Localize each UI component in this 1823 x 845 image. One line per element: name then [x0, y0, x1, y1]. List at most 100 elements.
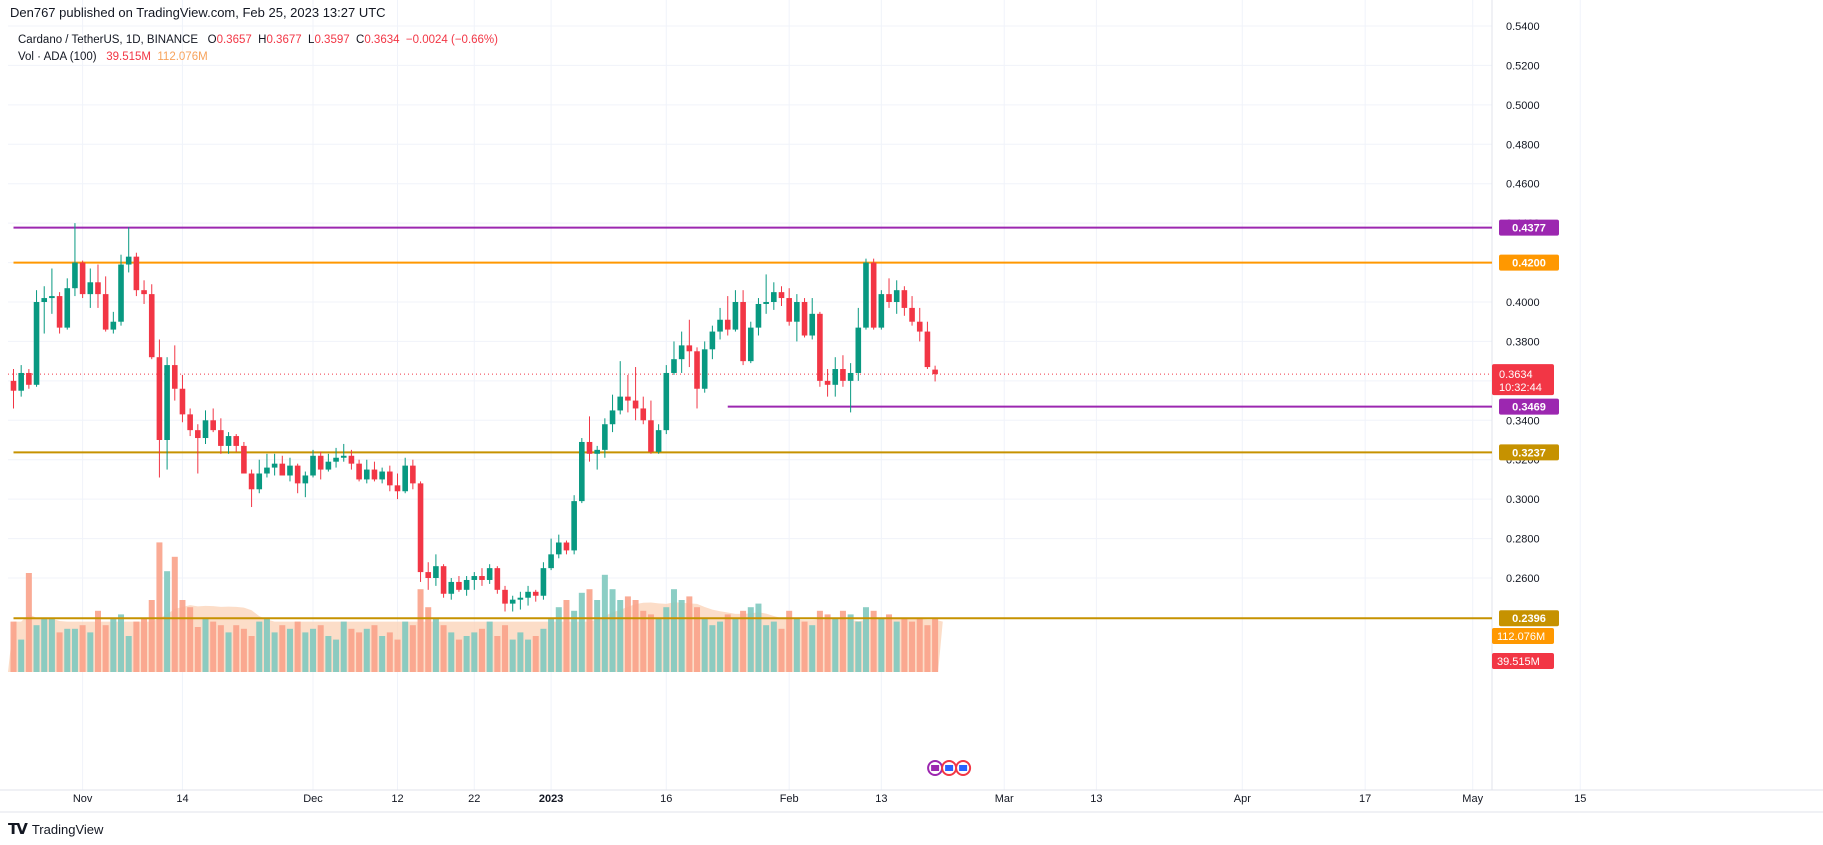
close-value: 0.3634 [364, 34, 400, 46]
time-axis[interactable]: Nov 14 Dec 12 22 2023 16 Feb 13 Mar 13 Apr 17 May 15 [73, 793, 1587, 805]
candle-body [893, 290, 900, 302]
candle [340, 443, 347, 462]
candle [387, 465, 393, 492]
volume-bar [41, 618, 48, 672]
volume-bar [548, 618, 555, 672]
candle [264, 453, 270, 478]
symbol-name[interactable]: Cardano / TetherUS, 1D, BINANCE [18, 34, 199, 46]
candle [310, 449, 316, 478]
event-flag-icon[interactable] [941, 760, 958, 776]
candle-body [755, 303, 762, 328]
x-tick-label: 12 [391, 793, 403, 805]
volume-bar [187, 607, 194, 672]
candle [10, 369, 17, 409]
candle [379, 467, 385, 484]
low-label: L [308, 34, 315, 46]
volume-bar [624, 596, 631, 672]
price-axis[interactable]: 0.54000.52000.50000.48000.46000.44000.42… [1506, 21, 1540, 585]
volume-bar [64, 628, 71, 672]
candle [709, 325, 716, 360]
event-glyph [945, 765, 954, 771]
y-tick-label: 0.3400 [1506, 415, 1540, 427]
candle-body [586, 441, 593, 454]
volume-bar [71, 628, 78, 672]
candle-body [410, 465, 416, 484]
volume-bar [878, 618, 885, 672]
candle-body [502, 589, 508, 604]
candle [33, 290, 40, 387]
candle [525, 585, 531, 606]
candle [840, 355, 846, 387]
candle-body [717, 319, 723, 332]
candle [479, 568, 485, 586]
volume-bar [601, 574, 608, 672]
candle-body [49, 296, 55, 299]
level-price-label: 0.4377 [1499, 219, 1559, 236]
open-label: O [207, 34, 217, 46]
candle-body [64, 288, 71, 328]
volume-bar [770, 621, 777, 672]
candle [302, 471, 309, 498]
event-flag-icon[interactable] [955, 760, 972, 776]
x-tick-label: 13 [1090, 793, 1102, 805]
volume-bar [709, 625, 716, 672]
candle [678, 331, 685, 373]
volume-bar [932, 618, 939, 672]
candle-body [148, 294, 155, 358]
candle [363, 459, 370, 484]
candle-body [479, 576, 485, 580]
volume-bar [502, 625, 509, 672]
volume-bar [717, 621, 724, 672]
level-price-label: 0.3237 [1499, 444, 1559, 461]
candle-body [701, 349, 708, 389]
candle-body [778, 292, 785, 299]
candle [125, 227, 132, 273]
volume-bar [348, 628, 355, 672]
candle-body [102, 294, 109, 330]
x-tick-label: Feb [780, 793, 799, 805]
level-label-text: 0.4377 [1512, 223, 1546, 235]
volume-bar [540, 628, 547, 672]
candle [171, 345, 178, 401]
volume-indicator-name[interactable]: Vol · ADA (100) [18, 51, 97, 63]
volume-bar [670, 589, 677, 672]
candle [187, 408, 193, 437]
candle [18, 365, 24, 397]
candle-body [694, 351, 700, 389]
candle-body [256, 473, 263, 490]
candle-body [671, 359, 677, 373]
volume-bar [425, 607, 432, 672]
candle [932, 365, 938, 382]
volume-bar [509, 639, 516, 672]
level-label-text: 0.3469 [1512, 402, 1546, 414]
candle [586, 416, 593, 462]
candle-body [648, 420, 654, 452]
volume-bar [333, 639, 340, 672]
volume-bar [571, 610, 578, 672]
volume-bar [555, 607, 562, 672]
event-flash-icon[interactable] [927, 760, 944, 776]
volume-bar [210, 621, 217, 672]
tradingview-logo-icon: 𝗧𝗩 [8, 821, 28, 838]
candle-body [740, 302, 746, 362]
close-label: C [356, 34, 365, 46]
candle-body [87, 282, 94, 295]
candle [256, 459, 263, 494]
candle [663, 365, 670, 435]
volume-bar [694, 607, 701, 672]
volume-bar [87, 632, 94, 672]
volume-bar [217, 625, 224, 672]
candle [325, 453, 332, 472]
volume-bar [417, 589, 424, 672]
candle-body [125, 256, 132, 265]
candle-body [133, 256, 140, 291]
candle [686, 319, 693, 368]
volume-bar [432, 618, 439, 672]
event-icons[interactable] [927, 760, 972, 776]
footer-branding[interactable]: 𝗧𝗩 TradingView [8, 820, 103, 838]
volume-bar [640, 610, 647, 672]
volume-bar [141, 618, 148, 672]
horizontal-levels[interactable] [8, 226, 1492, 620]
volume-bar [747, 607, 754, 672]
